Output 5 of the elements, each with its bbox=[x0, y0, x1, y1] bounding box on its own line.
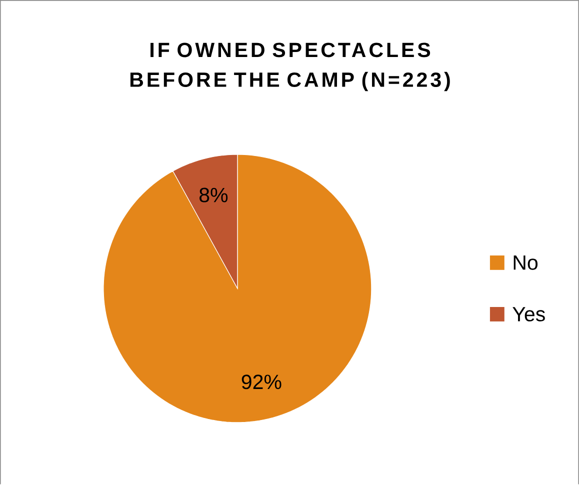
legend-label: No bbox=[514, 256, 538, 270]
data-label: 8% bbox=[200, 188, 228, 202]
data-label: 92% bbox=[242, 374, 282, 390]
legend-label: Yes bbox=[512, 307, 545, 322]
chart-title: IF OWNED SPECTACLES BEFORE THE CAMP (N=223) bbox=[130, 42, 450, 92]
